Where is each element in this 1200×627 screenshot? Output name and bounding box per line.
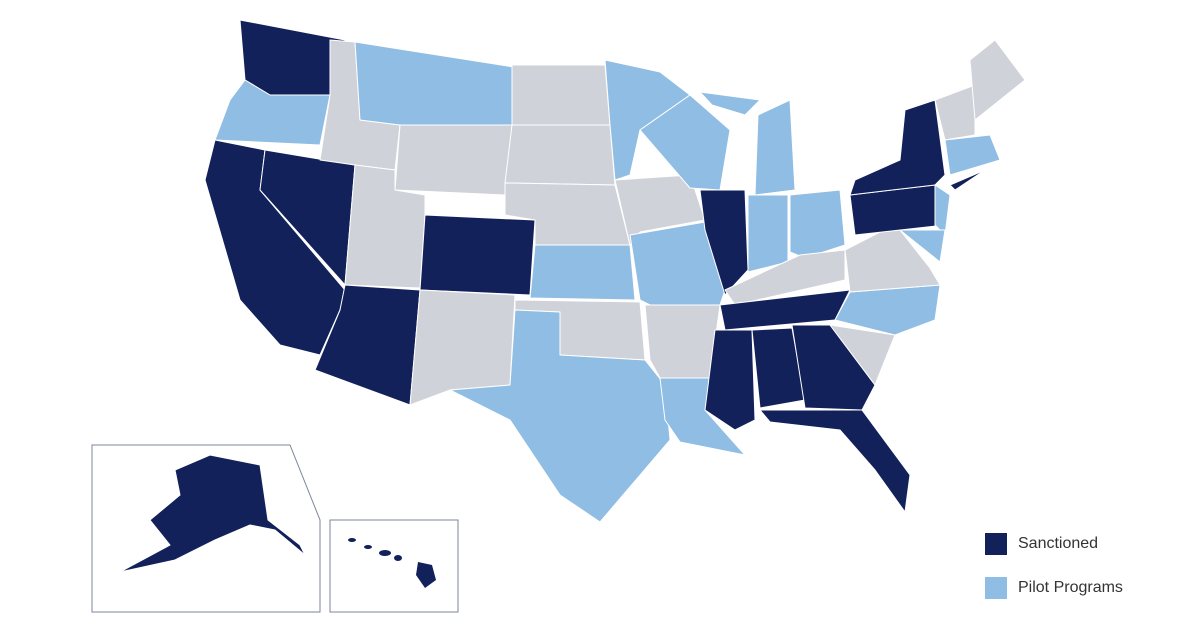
state (934, 84, 976, 141)
state (849, 99, 946, 196)
legend-swatch (985, 533, 1007, 555)
legend-label: Sanctioned (1018, 535, 1098, 552)
state (239, 19, 346, 96)
legend-swatch (985, 577, 1007, 599)
state (511, 64, 611, 126)
state (419, 214, 536, 296)
state (789, 189, 846, 259)
state (724, 249, 846, 306)
state (604, 59, 691, 181)
state (394, 124, 513, 196)
inset-frame (329, 519, 459, 613)
state (644, 304, 721, 379)
state (348, 538, 436, 588)
state (754, 99, 796, 196)
state (949, 169, 986, 191)
state (969, 39, 1026, 121)
state (934, 184, 951, 236)
legend-label: Pilot Programs (1018, 579, 1123, 596)
state (314, 284, 421, 406)
state (119, 454, 306, 573)
state (759, 409, 911, 513)
state (639, 94, 731, 191)
state (214, 79, 331, 146)
state (449, 309, 671, 523)
state (504, 124, 616, 186)
state (899, 229, 946, 263)
state (529, 244, 636, 301)
state (747, 194, 789, 273)
state (614, 174, 706, 246)
legend: Sanctioned Pilot Programs (985, 533, 1123, 599)
states (204, 19, 1026, 523)
state (699, 189, 749, 296)
state (699, 91, 761, 116)
state (829, 324, 896, 386)
state (944, 134, 1001, 176)
state (791, 324, 876, 411)
state (834, 284, 941, 336)
state (354, 41, 521, 126)
inset-frame (91, 444, 321, 613)
state (704, 329, 756, 431)
